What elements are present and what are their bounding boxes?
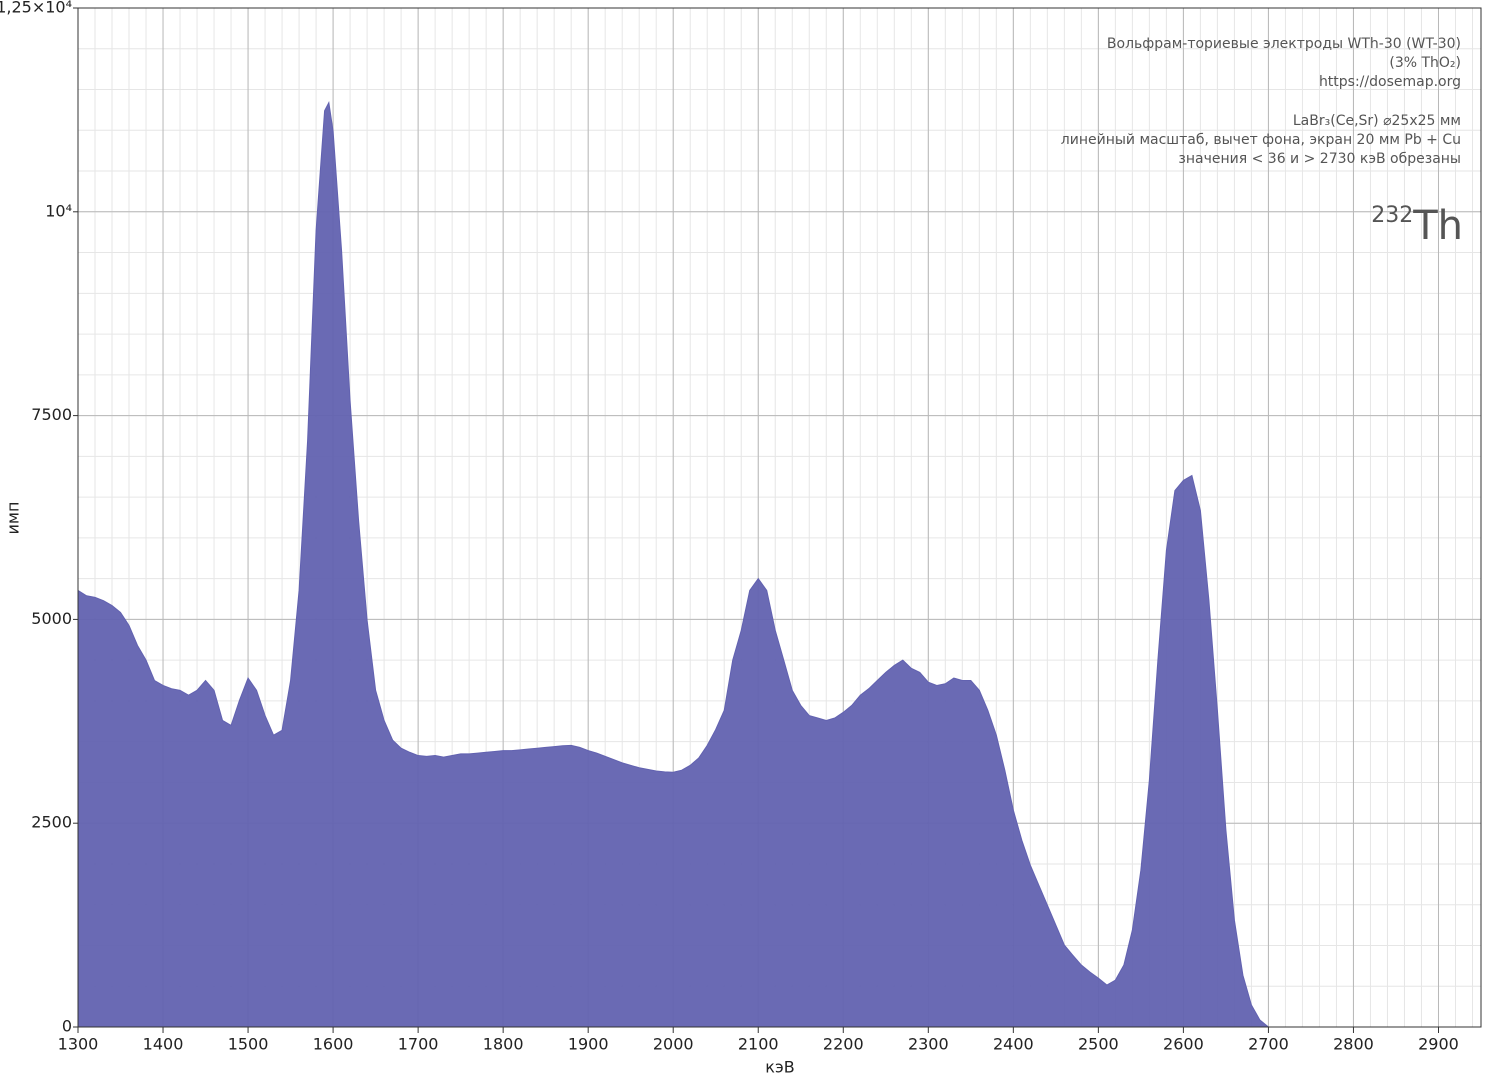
x-tick-label: 2100	[738, 1035, 779, 1054]
y-tick-label: 0	[62, 1017, 72, 1036]
y-tick-label: 5000	[31, 609, 72, 628]
isotope-mass: 232	[1371, 203, 1413, 228]
plot-frame	[77, 7, 1482, 1028]
x-tick-label: 2700	[1248, 1035, 1289, 1054]
x-tick-label: 1900	[568, 1035, 609, 1054]
isotope-symbol: Th	[1412, 203, 1463, 249]
x-tick-label: 1300	[58, 1035, 99, 1054]
spectrum-area	[77, 100, 1270, 1028]
y-tick-label: 1,25×10⁴	[0, 0, 72, 17]
x-axis-label: кэВ	[765, 1058, 794, 1077]
y-tick-label: 7500	[31, 405, 72, 424]
x-tick-label: 2800	[1333, 1035, 1374, 1054]
x-tick-label: 2600	[1163, 1035, 1204, 1054]
annotation: https://dosemap.org	[1319, 74, 1461, 90]
x-tick-label: 2200	[823, 1035, 864, 1054]
x-tick-label: 1500	[228, 1035, 269, 1054]
annotation: значения < 36 и > 2730 кэВ обрезаны	[1178, 151, 1461, 167]
x-tick-label: 2300	[908, 1035, 949, 1054]
annotation: (3% ThO₂)	[1389, 55, 1461, 71]
annotation: линейный масштаб, вычет фона, экран 20 м…	[1061, 132, 1461, 148]
x-tick-label: 2900	[1418, 1035, 1459, 1054]
y-tick-label: 10⁴	[45, 201, 72, 220]
y-axis-label: имп	[4, 502, 23, 535]
annotation: LaBr₃(Ce,Sr) ⌀25x25 мм	[1293, 113, 1461, 129]
y-tick-label: 2500	[31, 813, 72, 832]
x-tick-label: 2500	[1078, 1035, 1119, 1054]
x-tick-label: 1600	[313, 1035, 354, 1054]
x-tick-label: 1400	[143, 1035, 184, 1054]
x-tick-label: 2000	[653, 1035, 694, 1054]
annotation: Вольфрам-ториевые электроды WTh-30 (WT-3…	[1107, 36, 1461, 52]
x-tick-label: 1800	[483, 1035, 524, 1054]
x-tick-label: 1700	[398, 1035, 439, 1054]
x-tick-label: 2400	[993, 1035, 1034, 1054]
isotope: 232Th	[1371, 203, 1463, 249]
